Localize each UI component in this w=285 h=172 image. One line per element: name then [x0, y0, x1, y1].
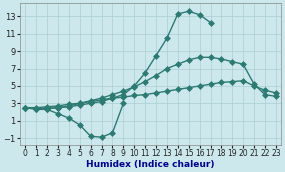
X-axis label: Humidex (Indice chaleur): Humidex (Indice chaleur): [86, 159, 215, 169]
